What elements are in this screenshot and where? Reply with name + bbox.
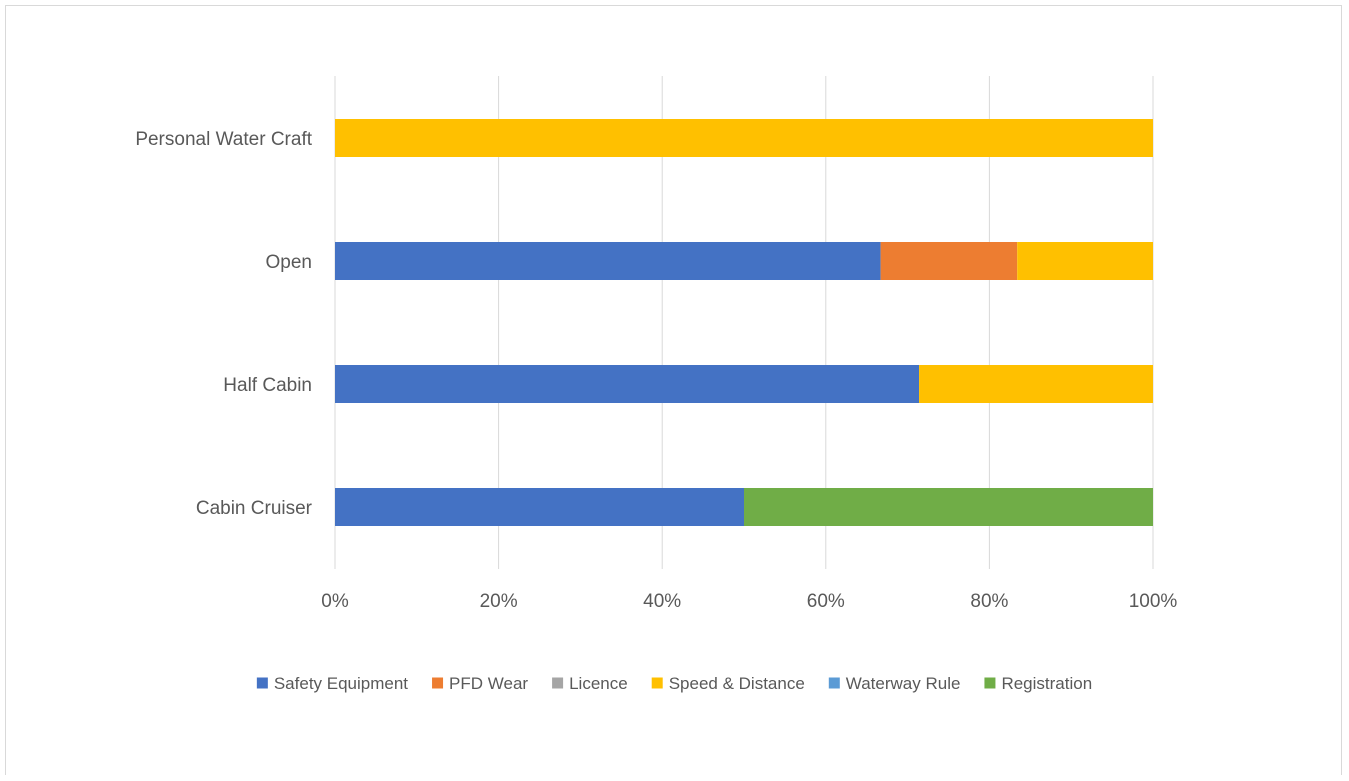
legend-entry: PFD Wear xyxy=(449,674,528,693)
bar-segment xyxy=(335,119,1153,157)
x-tick-label: 20% xyxy=(480,591,518,612)
stacked-bar-chart: 0% 20% 40% 60% 80% 100% Personal Water Craft Op… xyxy=(135,76,1178,693)
legend-swatch xyxy=(256,677,268,689)
x-tick-label: 60% xyxy=(807,591,845,612)
legend-swatch xyxy=(432,677,444,689)
legend-swatch xyxy=(651,677,663,689)
x-tick-label: 80% xyxy=(970,591,1008,612)
category-label: Cabin Cruiser xyxy=(196,498,313,519)
bar-segment xyxy=(335,242,881,280)
chart-frame: 0% 20% 40% 60% 80% 100% Personal Water Craft Op… xyxy=(5,5,1342,775)
legend-entry: Safety Equipment xyxy=(274,674,408,693)
legend-swatch xyxy=(828,677,840,689)
bar-segment xyxy=(335,488,744,526)
legend-entry: Waterway Rule xyxy=(846,674,961,693)
legend-swatch xyxy=(984,677,996,689)
bar-segment xyxy=(919,365,1153,403)
category-label: Half Cabin xyxy=(223,375,312,396)
bar-segment xyxy=(880,242,1018,280)
bar-segment xyxy=(335,365,920,403)
legend-entry: Speed & Distance xyxy=(669,674,805,693)
x-tick-label: 0% xyxy=(321,591,349,612)
legend-entry: Licence xyxy=(569,674,628,693)
legend-swatch xyxy=(552,677,564,689)
x-tick-label: 100% xyxy=(1129,591,1178,612)
x-tick-label: 40% xyxy=(643,591,681,612)
bar-segment xyxy=(1017,242,1153,280)
category-label: Open xyxy=(266,252,312,273)
legend-entry: Registration xyxy=(1001,674,1092,693)
bar-segment xyxy=(744,488,1153,526)
category-label: Personal Water Craft xyxy=(135,129,312,150)
